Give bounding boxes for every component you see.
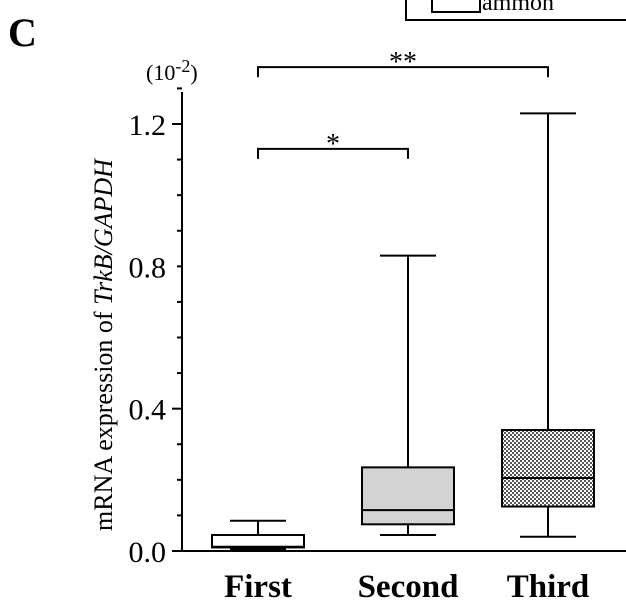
y-tick-label: 0.4 xyxy=(129,394,167,427)
box-first xyxy=(211,519,305,551)
y-tick-label: 1.2 xyxy=(129,109,167,142)
category-labels: First Second Third xyxy=(224,569,589,603)
legend-swatch xyxy=(431,0,481,13)
legend-frame xyxy=(405,0,626,21)
boxes xyxy=(211,112,595,551)
significance-label: ** xyxy=(389,47,417,78)
iqr-box xyxy=(501,429,595,508)
y-multiplier: (10-2) xyxy=(146,56,198,85)
panel-letter: C xyxy=(8,10,37,55)
legend-entry-label: ammon xyxy=(482,0,554,16)
iqr-box xyxy=(211,533,305,549)
category-label-first: First xyxy=(224,569,292,603)
iqr-box xyxy=(361,466,455,526)
significance-label: * xyxy=(326,129,340,160)
y-axis-label-italic: TrkB/GAPDH xyxy=(89,158,118,305)
y-axis-label-plain: mRNA expression of xyxy=(89,305,118,531)
y-ticks: 0.0 0.4 0.8 1.2 xyxy=(129,87,182,569)
significance-bracket: ** xyxy=(257,47,549,78)
y-multiplier-exponent: -2 xyxy=(175,56,190,76)
y-axis-label: mRNA expression of TrkB/GAPDH xyxy=(89,158,118,531)
y-multiplier-close: ) xyxy=(190,60,197,85)
bracket-line xyxy=(257,66,549,78)
box-third xyxy=(501,112,595,538)
category-label-second: Second xyxy=(358,569,459,603)
significance-brackets: *** xyxy=(257,47,549,160)
box-second xyxy=(361,254,455,536)
y-tick-label: 0.0 xyxy=(129,536,167,569)
bracket-line xyxy=(257,147,409,159)
category-label-third: Third xyxy=(507,569,590,603)
legend: ammon xyxy=(405,0,626,21)
significance-bracket: * xyxy=(257,129,409,160)
y-tick-label: 0.8 xyxy=(129,251,167,284)
y-multiplier-base: (10 xyxy=(146,60,175,85)
